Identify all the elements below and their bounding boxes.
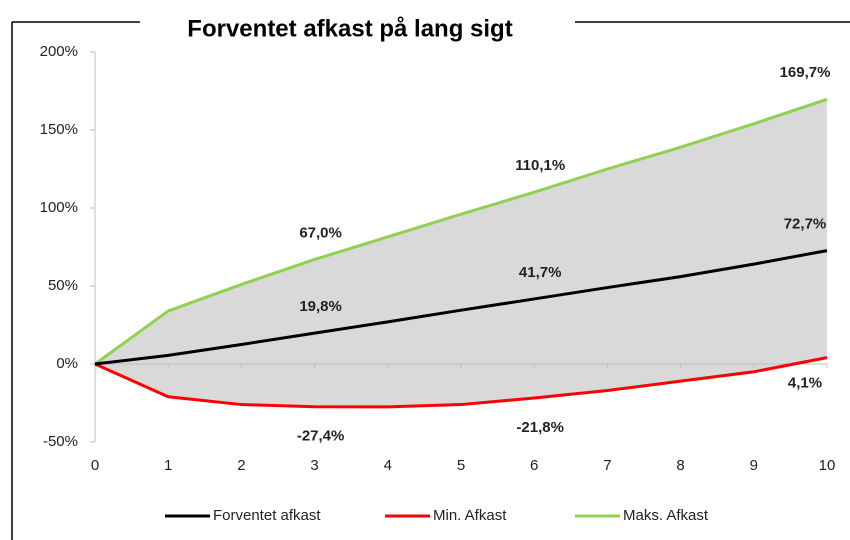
y-tick-label: 50%	[48, 277, 78, 294]
legend-label: Maks. Afkast	[623, 507, 709, 524]
x-tick-label: 8	[676, 457, 684, 474]
y-tick-label: 100%	[40, 199, 78, 216]
data-label: 110,1%	[515, 157, 565, 174]
data-label: 72,7%	[784, 216, 827, 233]
x-tick-label: 3	[310, 457, 318, 474]
data-label: 19,8%	[299, 298, 342, 315]
series-line	[94, 249, 828, 366]
legend-label: Forventet afkast	[213, 507, 321, 524]
data-label: 169,7%	[780, 64, 831, 81]
range-band	[95, 99, 827, 407]
y-tick-label: 150%	[40, 121, 78, 138]
y-tick-label: 0%	[56, 355, 78, 372]
y-tick-label: 200%	[40, 43, 78, 60]
data-label: -21,8%	[516, 419, 564, 436]
data-label: 41,7%	[519, 264, 562, 281]
x-tick-label: 0	[91, 457, 99, 474]
legend-label: Min. Afkast	[433, 507, 507, 524]
x-tick-label: 2	[237, 457, 245, 474]
x-tick-label: 6	[530, 457, 538, 474]
x-tick-label: 1	[164, 457, 172, 474]
y-tick-label: -50%	[43, 433, 78, 450]
data-label: 67,0%	[299, 224, 342, 241]
data-label: -27,4%	[297, 428, 345, 445]
x-tick-label: 7	[603, 457, 611, 474]
x-tick-label: 4	[384, 457, 392, 474]
x-tick-label: 5	[457, 457, 465, 474]
x-tick-label: 9	[750, 457, 758, 474]
chart-title: Forventet afkast på lang sigt	[187, 15, 512, 42]
data-label: 4,1%	[788, 375, 822, 392]
x-tick-label: 10	[819, 457, 836, 474]
series-line	[94, 97, 828, 366]
series-line	[94, 356, 828, 409]
